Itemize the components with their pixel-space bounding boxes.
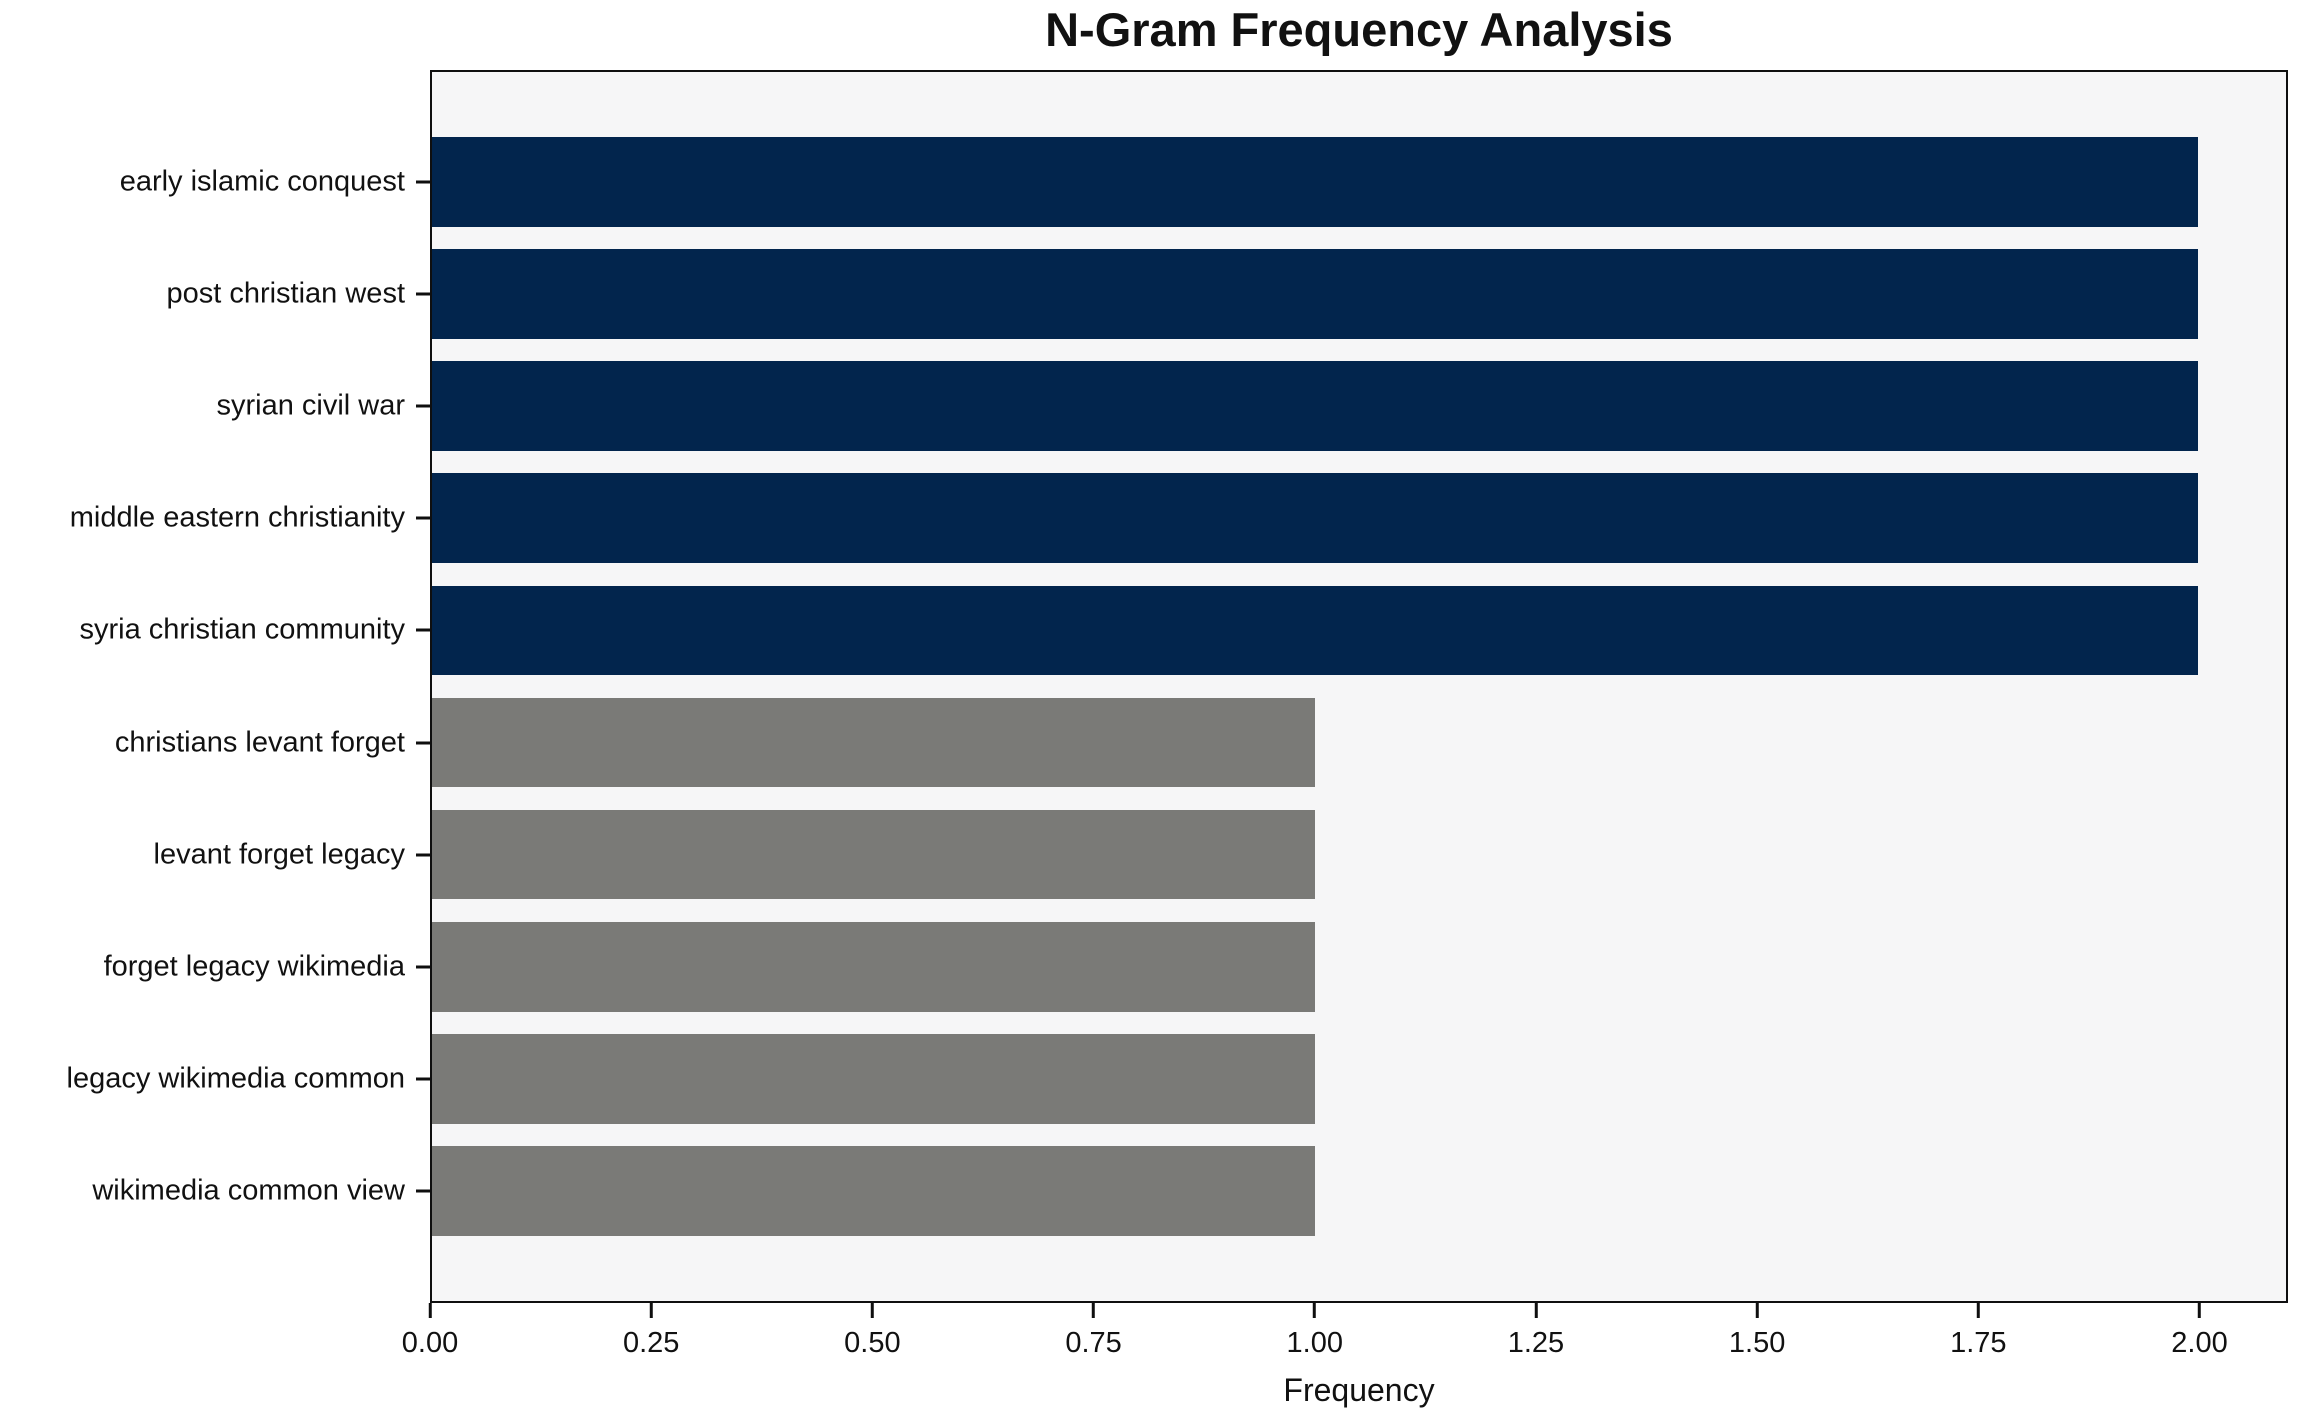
y-tick-label: syria christian community bbox=[79, 613, 405, 646]
y-tick-mark bbox=[415, 292, 430, 296]
x-tick-label: 1.75 bbox=[1950, 1327, 2007, 1359]
y-tick-label: forget legacy wikimedia bbox=[103, 950, 405, 983]
y-tick-mark bbox=[415, 628, 430, 632]
bar-row: forget legacy wikimedia bbox=[104, 911, 2286, 1023]
x-tick: 0.50 bbox=[844, 1303, 901, 1360]
bar-row: post christian west bbox=[166, 238, 2286, 350]
x-tick: 2.00 bbox=[2171, 1303, 2228, 1360]
x-tick-label: 1.25 bbox=[1507, 1327, 1565, 1359]
y-tick-mark bbox=[415, 1189, 430, 1193]
bar bbox=[432, 137, 2198, 227]
x-tick: 0.25 bbox=[623, 1303, 679, 1360]
bar bbox=[432, 585, 2198, 676]
bar bbox=[432, 1146, 1315, 1236]
y-tick-mark bbox=[415, 516, 430, 520]
y-tick-label: christians levant forget bbox=[114, 726, 405, 759]
bar bbox=[432, 1033, 1315, 1124]
x-tick: 1.50 bbox=[1729, 1303, 1785, 1360]
y-tick-label: post christian west bbox=[166, 277, 405, 310]
chart-title: N-Gram Frequency Analysis bbox=[1045, 3, 1673, 56]
y-tick-label: syrian civil war bbox=[216, 389, 405, 422]
y-tick-mark bbox=[415, 180, 430, 184]
bar-row: middle eastern christianity bbox=[70, 462, 2286, 574]
x-tick: 0.00 bbox=[402, 1303, 458, 1360]
bar-row: christians levant forget bbox=[115, 686, 2286, 798]
y-tick-mark bbox=[415, 404, 430, 408]
bar bbox=[432, 809, 1315, 900]
x-tick-mark bbox=[649, 1303, 653, 1318]
y-tick-mark bbox=[415, 741, 430, 745]
x-tick-label: 0.00 bbox=[401, 1327, 459, 1359]
bar bbox=[432, 249, 2198, 339]
y-tick-mark bbox=[415, 1077, 430, 1081]
x-tick-label: 1.50 bbox=[1728, 1327, 1786, 1359]
x-tick: 1.00 bbox=[1287, 1303, 1343, 1360]
x-tick-mark bbox=[1534, 1303, 1538, 1318]
x-tick-mark bbox=[428, 1303, 432, 1318]
x-tick: 1.75 bbox=[1950, 1303, 2007, 1360]
bar-row: levant forget legacy bbox=[154, 799, 2286, 911]
bar-row: syrian civil war bbox=[216, 350, 2286, 462]
y-tick-mark bbox=[415, 965, 430, 969]
y-tick-label: middle eastern christianity bbox=[69, 501, 405, 534]
y-tick-label: wikimedia common view bbox=[92, 1174, 405, 1207]
y-tick-label: legacy wikimedia common bbox=[66, 1062, 405, 1095]
x-tick-label: 0.25 bbox=[622, 1327, 680, 1359]
x-tick-mark bbox=[1755, 1303, 1759, 1318]
bar-row: early islamic conquest bbox=[120, 126, 2286, 238]
bar-row: wikimedia common view bbox=[92, 1135, 2286, 1247]
plot-area: early islamic conquest post christian wes… bbox=[67, 70, 2288, 1303]
bar bbox=[432, 473, 2198, 564]
x-tick-label: 0.50 bbox=[844, 1327, 901, 1359]
x-tick-label: 0.75 bbox=[1065, 1327, 1122, 1359]
x-tick-mark bbox=[2198, 1303, 2202, 1318]
x-tick-label: 1.00 bbox=[1286, 1327, 1343, 1359]
x-axis: 0.00 0.25 0.50 0.75 1.00 1.25 1.50 1.75 2.00 bbox=[402, 1303, 2288, 1373]
bar-row: syria christian community bbox=[79, 574, 2286, 686]
y-tick-label: early islamic conquest bbox=[119, 165, 405, 198]
bar bbox=[432, 361, 2198, 452]
x-tick-mark bbox=[1092, 1303, 1096, 1318]
y-tick-label: levant forget legacy bbox=[153, 838, 405, 871]
x-axis-label: Frequency bbox=[1283, 1372, 1435, 1408]
x-tick-mark bbox=[1313, 1303, 1317, 1318]
x-tick-mark bbox=[1976, 1303, 1980, 1318]
x-tick: 1.25 bbox=[1508, 1303, 1564, 1360]
y-tick-mark bbox=[415, 853, 430, 857]
bar-row: legacy wikimedia common bbox=[67, 1023, 2286, 1135]
bar bbox=[432, 921, 1315, 1012]
bar bbox=[432, 697, 1315, 788]
x-tick-mark bbox=[870, 1303, 874, 1318]
x-tick: 0.75 bbox=[1065, 1303, 1122, 1360]
x-tick-label: 2.00 bbox=[2171, 1327, 2228, 1359]
